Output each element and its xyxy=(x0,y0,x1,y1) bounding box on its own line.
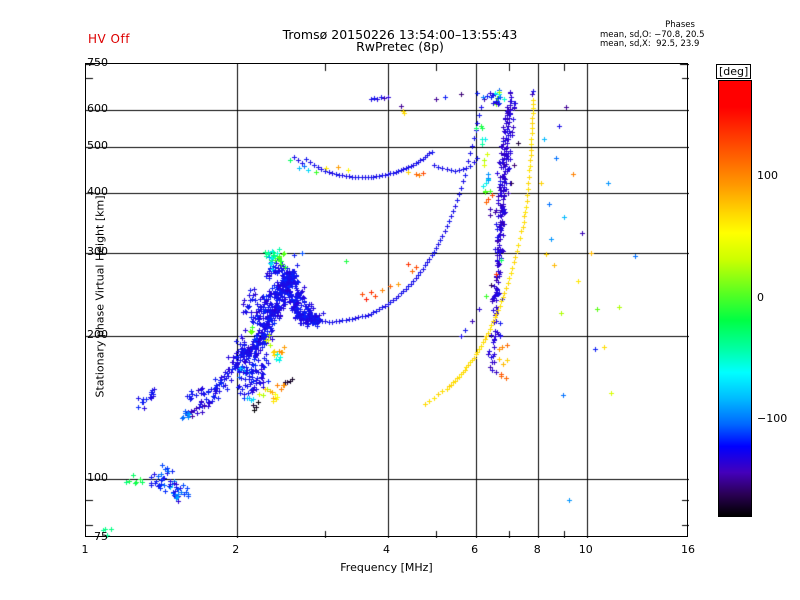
phases-stats-o-mode: mean, sd,O: −70.8, 20.5 xyxy=(600,30,705,40)
y-tick-label: 500 xyxy=(87,139,108,153)
y-tick-label: 600 xyxy=(87,101,108,115)
x-axis-label: Frequency [MHz] xyxy=(340,561,433,574)
x-tick-label: 1 xyxy=(81,543,89,556)
y-tick-label: 75 xyxy=(94,530,108,543)
x-tick-label: 16 xyxy=(681,543,695,556)
y-axis-label: Stationary phase Virtual Height [km] xyxy=(93,195,107,398)
colorbar-unit-label: [deg] xyxy=(716,64,752,79)
ionogram-plot-area: Stationary phase Virtual Height [km] xyxy=(85,63,689,538)
colorbar-tick-label: 0 xyxy=(757,290,764,304)
y-tick-label: 100 xyxy=(87,470,108,484)
phases-stats-title: Phases xyxy=(665,20,695,30)
x-tick-label: 6 xyxy=(471,543,479,556)
x-tick-label: 10 xyxy=(578,543,593,556)
colorbar-tick-label: −100 xyxy=(757,411,788,425)
phase-colorbar xyxy=(718,80,752,517)
x-tick-label: 2 xyxy=(232,543,240,556)
x-tick-label: 8 xyxy=(533,543,541,556)
plot-title-line-1: Tromsø 20150226 13:54:00–13:55:43 xyxy=(282,27,518,42)
phases-stats-x-mode: mean, sd,X: 92.5, 23.9 xyxy=(600,39,700,49)
y-tick-label: 750 xyxy=(87,56,108,69)
y-tick-label: 400 xyxy=(87,185,108,199)
y-tick-label: 200 xyxy=(87,328,108,342)
plot-title-line-2: RwPretec (8p) xyxy=(356,39,444,54)
colorbar-tick-label: 100 xyxy=(757,169,778,183)
y-tick-label: 300 xyxy=(87,244,108,258)
hv-status-label: HV Off xyxy=(88,32,130,46)
scatter-canvas xyxy=(86,64,689,538)
x-tick-label: 4 xyxy=(383,543,390,556)
